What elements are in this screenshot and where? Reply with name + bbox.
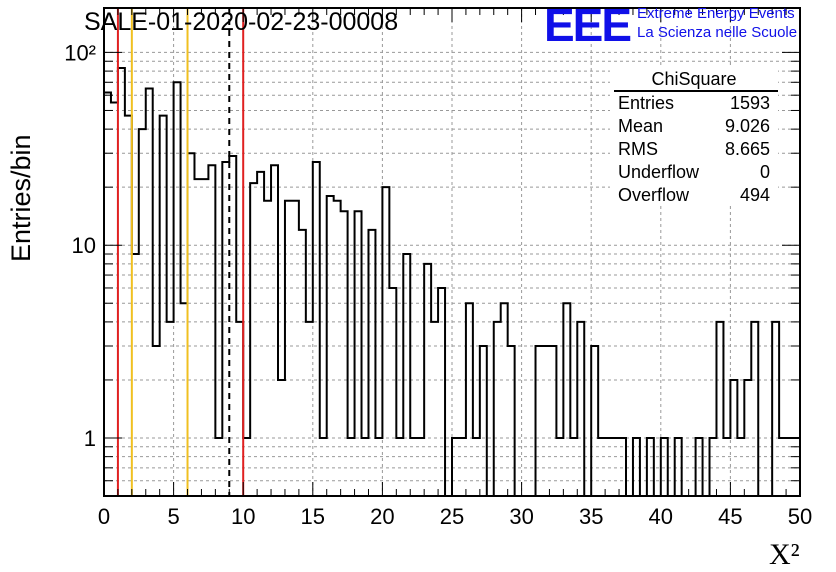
- x-tick-label: 35: [579, 504, 603, 529]
- stats-value: 9.026: [724, 116, 770, 136]
- x-tick-label: 25: [440, 504, 464, 529]
- x-tick-label: 50: [788, 504, 812, 529]
- stats-title: ChiSquare: [651, 69, 737, 89]
- stats-key: Overflow: [618, 185, 690, 205]
- logo-line-1: Extreme Energy Events: [637, 5, 795, 22]
- y-tick-label: 10: [72, 233, 96, 258]
- y-axis-label: Entries/bin: [6, 134, 36, 262]
- stats-key: Underflow: [618, 162, 700, 182]
- stats-row-overflow: Overflow 494: [618, 184, 770, 207]
- logo-line-2: La Scienza nelle Scuole: [637, 24, 798, 41]
- x-tick-label: 15: [301, 504, 325, 529]
- x-tick-label: 0: [98, 504, 110, 529]
- x-tick-label: 30: [509, 504, 533, 529]
- x-tick-label: 10: [231, 504, 255, 529]
- x-tick-label: 45: [718, 504, 742, 529]
- stats-key: Mean: [618, 116, 664, 136]
- y-tick-label: 1: [84, 426, 96, 451]
- stats-value: 8.665: [724, 139, 770, 159]
- x-tick-label: 5: [167, 504, 179, 529]
- stats-key: Entries: [618, 93, 675, 113]
- y-tick-label: 10²: [64, 40, 96, 65]
- stats-value: 0: [759, 162, 770, 182]
- stats-value: 1593: [729, 93, 770, 113]
- chart-title: SALE-01-2020-02-23-00008: [84, 8, 399, 36]
- stats-row-rms: RMS 8.665: [618, 138, 770, 161]
- stats-row-mean: Mean 9.026: [618, 115, 770, 138]
- x-tick-label: 20: [370, 504, 394, 529]
- logo-text: Extreme Energy Events La Scienza nelle S…: [637, 4, 797, 42]
- stats-key: RMS: [618, 139, 658, 159]
- histogram-outline: [104, 67, 800, 497]
- stats-row-underflow: Underflow 0: [618, 161, 770, 184]
- stats-box: ChiSquare Entries 1593 Mean 9.026 RMS 8.…: [610, 68, 778, 206]
- eee-logo: EEE: [544, 0, 632, 51]
- stats-value: 494: [739, 185, 770, 205]
- x-axis-label: X²: [769, 538, 800, 571]
- x-tick-label: 40: [649, 504, 673, 529]
- stats-row-entries: Entries 1593: [618, 92, 770, 115]
- stats-divider: [614, 90, 778, 92]
